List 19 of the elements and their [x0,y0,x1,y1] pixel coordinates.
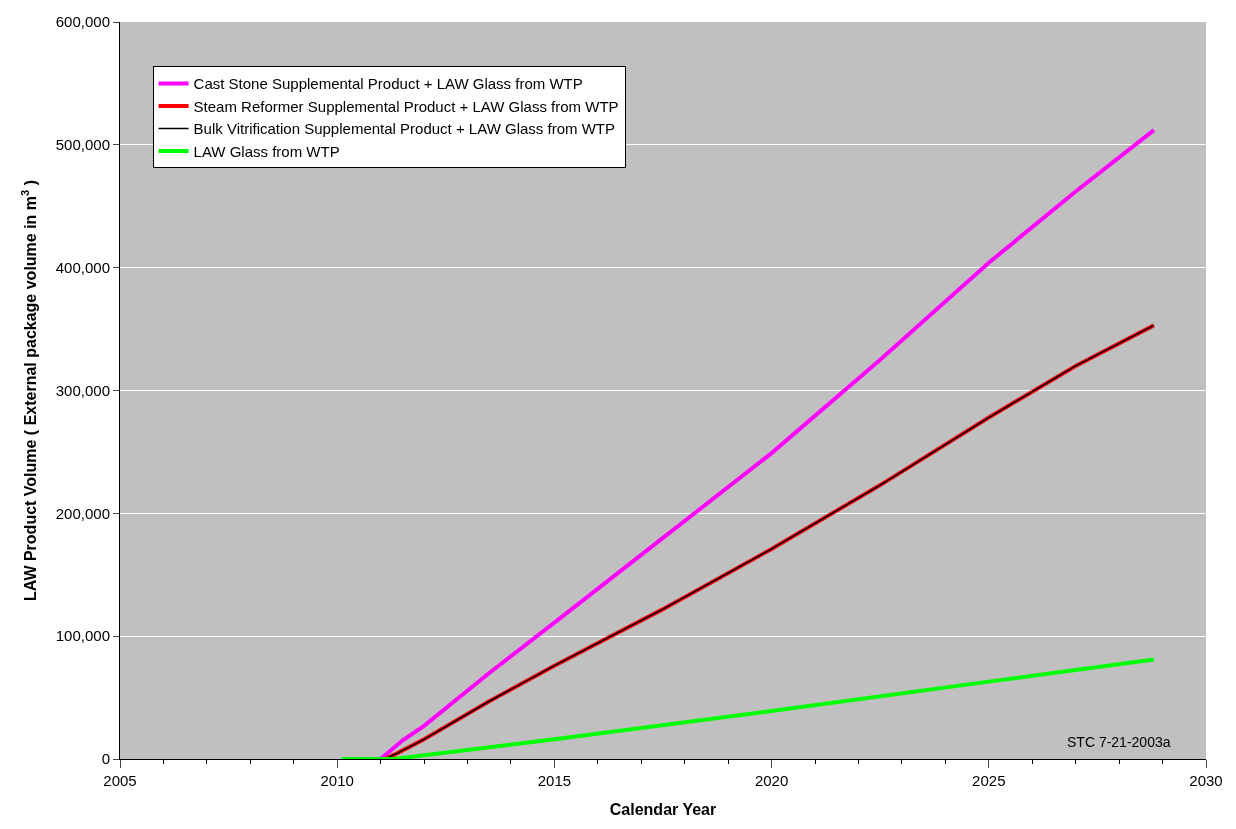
legend-label: Steam Reformer Supplemental Product + LAW Glass from WTP [193,97,619,115]
y-tick-label: 600,000 [55,13,110,31]
y-tick-label: 400,000 [55,258,110,276]
legend-label: Cast Stone Supplemental Product + LAW Glass from WTP [193,75,583,93]
x-tick-label: 2020 [754,772,789,789]
x-tick-label: 2030 [1189,772,1223,789]
legend-label: LAW Glass from WTP [193,142,340,160]
annotation: STC 7-21-2003a [1067,734,1171,750]
x-tick-label: 2005 [103,772,137,789]
x-axis-title: Calendar Year [609,800,717,818]
y-tick-label: 200,000 [55,504,110,522]
y-tick-label: 300,000 [55,381,110,399]
x-tick-label: 2010 [320,772,354,789]
legend-label: Bulk Vitrification Supplemental Product + LAW Glass from WTP [193,120,615,138]
y-tick-label: 0 [101,750,110,768]
y-tick-label: 100,000 [55,627,110,645]
y-tick-label: 500,000 [55,136,110,154]
x-tick-label: 2015 [537,772,572,789]
x-tick-label: 2025 [972,772,1006,789]
